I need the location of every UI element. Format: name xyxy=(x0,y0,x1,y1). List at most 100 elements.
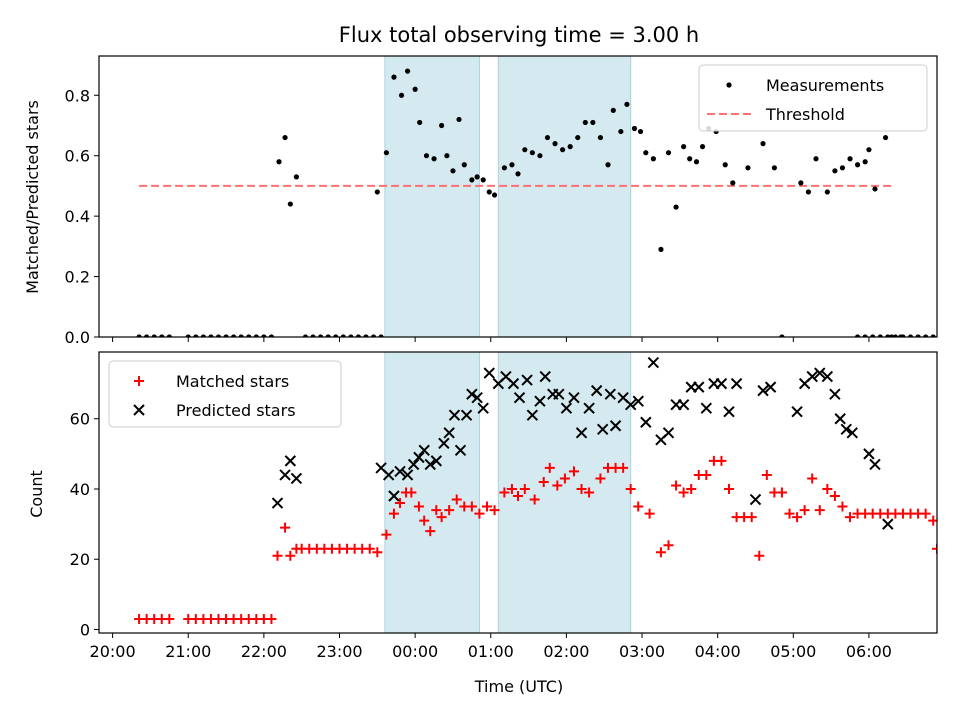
data-point xyxy=(806,370,818,383)
data-point xyxy=(261,334,267,337)
data-point xyxy=(276,159,282,165)
data-point xyxy=(716,455,727,466)
data-point xyxy=(266,613,277,624)
bottom-panel: 0 20 40 60 20:00 21:00 22:00 23:00 00:00 01:00 02:… xyxy=(70,351,957,661)
data-point xyxy=(456,116,462,123)
data-point xyxy=(730,180,736,186)
legend-label: Predicted stars xyxy=(176,401,296,420)
data-point xyxy=(391,74,397,80)
data-point xyxy=(834,413,846,425)
plot-area xyxy=(134,356,957,624)
data-point xyxy=(947,554,957,564)
data-point xyxy=(164,613,175,624)
data-point xyxy=(425,526,436,537)
data-point xyxy=(506,483,517,494)
data-point xyxy=(746,512,757,523)
data-point xyxy=(631,125,638,132)
data-point xyxy=(829,388,841,400)
data-point xyxy=(454,444,467,457)
data-point xyxy=(597,423,609,435)
data-point xyxy=(837,501,848,512)
y-tick-label: 0.0 xyxy=(65,328,90,347)
data-point xyxy=(280,522,291,533)
data-point xyxy=(231,334,237,337)
data-point xyxy=(724,483,735,494)
x-tick-label: 23:00 xyxy=(316,642,362,661)
y-tick-label: 0.6 xyxy=(65,147,90,166)
data-point xyxy=(388,490,400,502)
data-point xyxy=(448,409,461,421)
data-point xyxy=(471,391,483,404)
data-point xyxy=(779,334,785,337)
data-point xyxy=(665,150,672,156)
data-point xyxy=(597,134,604,141)
data-point xyxy=(872,186,878,192)
data-point xyxy=(610,107,616,113)
y-tick-label: 0.2 xyxy=(65,268,90,287)
data-point xyxy=(637,128,644,135)
y-tick-label: 20 xyxy=(70,550,90,569)
data-point xyxy=(644,508,655,519)
data-point xyxy=(526,409,539,421)
data-point xyxy=(681,144,687,150)
legend-marker-measurements xyxy=(726,82,732,88)
data-point xyxy=(846,427,858,439)
data-point xyxy=(489,505,500,516)
data-point xyxy=(238,334,244,337)
data-point xyxy=(466,388,478,400)
data-point xyxy=(394,465,406,478)
data-point xyxy=(940,544,950,554)
data-point xyxy=(882,134,889,141)
data-point xyxy=(567,144,573,150)
data-point xyxy=(474,174,480,180)
data-point xyxy=(889,334,895,337)
data-point xyxy=(534,395,546,407)
data-point xyxy=(284,455,297,467)
data-point xyxy=(424,458,436,471)
legend-label: Matched stars xyxy=(176,372,289,391)
data-point xyxy=(166,334,172,337)
data-point xyxy=(529,494,540,505)
data-point xyxy=(431,505,442,516)
data-point xyxy=(363,334,369,337)
data-point xyxy=(381,529,392,540)
data-point xyxy=(590,384,603,397)
legend-marker-predicted xyxy=(133,404,145,416)
data-point xyxy=(272,550,283,561)
legend-box xyxy=(108,360,342,428)
data-point xyxy=(430,455,443,467)
data-point xyxy=(745,165,751,171)
x-tick-label: 04:00 xyxy=(695,642,741,661)
data-point xyxy=(290,472,303,485)
data-point xyxy=(575,427,588,439)
data-point xyxy=(215,334,222,337)
data-point xyxy=(466,501,477,512)
data-point xyxy=(604,388,616,400)
data-point xyxy=(560,402,573,414)
axes-frame xyxy=(98,55,938,338)
data-point xyxy=(582,119,588,126)
data-point xyxy=(920,508,931,519)
top-panel: 0.0 0.2 0.4 0.6 0.8 Measurements Threshold xyxy=(65,55,938,347)
data-point xyxy=(491,192,498,198)
data-point xyxy=(633,501,644,512)
data-point xyxy=(814,367,826,379)
data-point xyxy=(185,334,191,337)
data-point xyxy=(723,406,735,418)
data-point xyxy=(474,508,485,519)
data-point xyxy=(364,543,375,554)
data-point xyxy=(253,334,259,337)
figure-title: Flux total observing time = 3.00 h xyxy=(339,23,699,47)
data-point xyxy=(419,515,430,526)
y-tick-label: 0 xyxy=(80,620,90,639)
bottom-y-axis-label: Count xyxy=(27,470,46,518)
data-point xyxy=(915,334,921,337)
data-point xyxy=(568,466,579,477)
data-point xyxy=(700,402,713,414)
data-point xyxy=(609,420,622,432)
data-point xyxy=(200,334,206,337)
data-point xyxy=(560,147,566,153)
data-point xyxy=(701,469,712,480)
y-tick-label: 60 xyxy=(70,410,90,429)
